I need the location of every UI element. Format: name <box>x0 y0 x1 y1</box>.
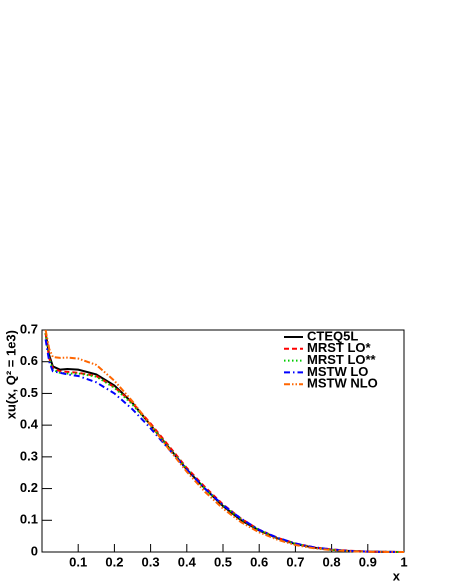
y-tick-label: 0.5 <box>20 385 38 400</box>
x-tick-label: 0.9 <box>359 554 377 569</box>
data-line <box>44 339 405 553</box>
x-tick-label: 0.5 <box>214 554 232 569</box>
y-tick-label: 0.6 <box>20 353 38 368</box>
x-tick-label: 1 <box>400 554 407 569</box>
legend-label: CTEQ5L <box>307 328 358 343</box>
x-axis-label: x <box>393 568 401 583</box>
x-tick-label: 0.8 <box>323 554 341 569</box>
data-line <box>44 329 405 553</box>
y-tick-label: 0.3 <box>20 448 38 463</box>
legend-label: MRST LO* <box>307 340 371 355</box>
y-tick-label: 0.4 <box>20 417 39 432</box>
y-axis-label: xu(x, Q² = 1e3) <box>3 330 18 419</box>
y-tick-label: 0.1 <box>20 512 38 527</box>
x-tick-label: 0.4 <box>178 554 197 569</box>
legend-label: MRST LO** <box>307 352 377 367</box>
legend-label: MSTW NLO <box>307 376 378 391</box>
x-tick-label: 0.3 <box>142 554 160 569</box>
x-tick-label: 0.7 <box>286 554 304 569</box>
legend-label: MSTW LO <box>307 364 368 379</box>
x-tick-label: 0.1 <box>69 554 87 569</box>
y-tick-label: 0.7 <box>20 321 38 336</box>
y-tick-label: 0 <box>31 543 38 558</box>
x-tick-label: 0.2 <box>105 554 123 569</box>
y-tick-label: 0.2 <box>20 480 38 495</box>
data-line <box>44 333 405 553</box>
x-tick-label: 0.6 <box>250 554 268 569</box>
